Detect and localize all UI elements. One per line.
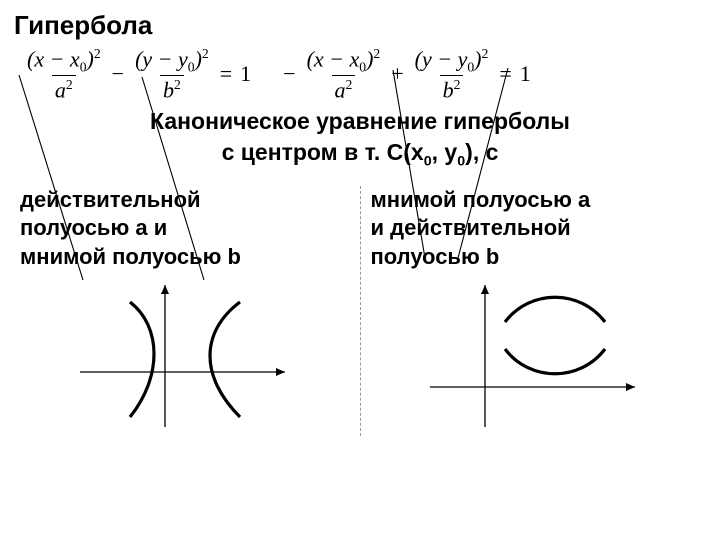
right-text: мнимой полуосью а и действительной полуо…	[365, 186, 707, 272]
right-column: мнимой полуосью а и действительной полуо…	[365, 186, 707, 438]
left-column: действительной полуосью a и мнимой полуо…	[14, 186, 356, 438]
curve-bot	[505, 349, 605, 374]
curve-right	[210, 302, 240, 417]
equation-row: (x − x0)2 a2 − (y − y0)2 b2 = 1 − (x − x…	[24, 47, 706, 102]
arrow-x-icon	[626, 383, 635, 391]
curve-top	[505, 298, 605, 323]
columns: действительной полуосью a и мнимой полуо…	[14, 186, 706, 438]
arrow-y-icon	[161, 285, 169, 294]
eq2-frac2: (y − y0)2 b2	[412, 47, 492, 102]
eq2-op-plus: +	[391, 61, 403, 87]
eq2-lead-minus: −	[283, 61, 295, 87]
equation-1: (x − x0)2 a2 − (y − y0)2 b2 = 1	[24, 47, 251, 102]
left-text: действительной полуосью a и мнимой полуо…	[14, 186, 356, 272]
arrow-x-icon	[276, 368, 285, 376]
page-title: Гипербола	[14, 10, 706, 41]
eq1-frac1: (x − x0)2 a2	[24, 47, 104, 102]
eq2-frac1: (x − x0)2 a2	[304, 47, 384, 102]
eq2-rhs: 1	[520, 61, 531, 87]
equation-2: − (x − x0)2 a2 + (y − y0)2 b2 = 1	[279, 47, 531, 102]
eq1-op-minus: −	[112, 61, 124, 87]
eq2-eq: =	[499, 61, 511, 87]
caption: Каноническое уравнение гиперболы с центр…	[14, 106, 706, 172]
graph-right	[420, 277, 650, 437]
graph-left	[70, 277, 300, 437]
caption-line2: с центром в т. С(х0, у0), с	[14, 137, 706, 172]
caption-line1: Каноническое уравнение гиперболы	[14, 106, 706, 137]
eq1-frac2: (y − y0)2 b2	[132, 47, 212, 102]
eq1-eq: =	[220, 61, 232, 87]
arrow-y-icon	[481, 285, 489, 294]
divider	[360, 186, 361, 436]
curve-left	[130, 302, 154, 417]
eq1-rhs: 1	[240, 61, 251, 87]
